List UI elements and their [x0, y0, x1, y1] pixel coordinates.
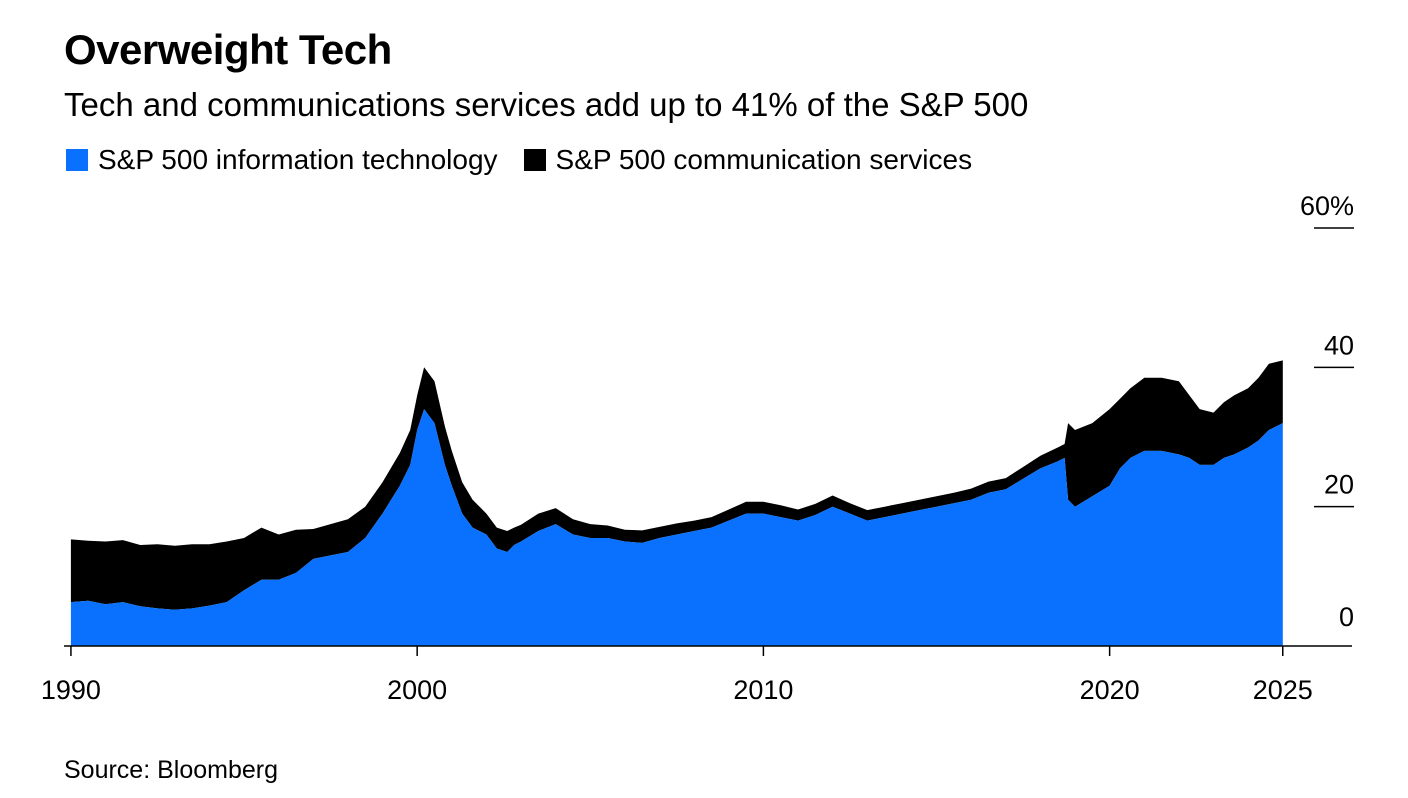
x-tick-label-2000: 2000	[387, 675, 447, 705]
chart-legend: S&P 500 information technology S&P 500 c…	[66, 144, 998, 176]
series-area-communication-services	[70, 360, 1283, 610]
y-tick-label-20: 20	[1324, 470, 1354, 500]
x-tick-label-1990: 1990	[41, 675, 101, 705]
source-note: Source: Bloomberg	[64, 756, 279, 784]
axes: 1990 2000 2010 2020 2025 60% 40 20 0	[41, 191, 1354, 705]
chart-subtitle: Tech and communications services add up …	[64, 86, 1029, 123]
y-tick-label-40: 40	[1324, 330, 1354, 360]
x-tick-label-2010: 2010	[733, 675, 793, 705]
x-tick-label-2020: 2020	[1080, 675, 1140, 705]
y-tick-label-60: 60%	[1300, 191, 1354, 221]
legend-label-it: S&P 500 information technology	[98, 144, 498, 175]
x-tick-label-2025: 2025	[1253, 675, 1313, 705]
plot-areas	[70, 360, 1283, 646]
legend-item-it: S&P 500 information technology	[66, 144, 498, 176]
chart-title: Overweight Tech	[64, 26, 392, 73]
legend-swatch-it	[66, 149, 88, 171]
legend-label-comm: S&P 500 communication services	[555, 144, 973, 175]
legend-swatch-comm	[523, 149, 546, 171]
legend-item-comm: S&P 500 communication services	[523, 144, 973, 176]
y-tick-label-0: 0	[1339, 602, 1354, 632]
series-area-information-technology	[70, 409, 1283, 646]
